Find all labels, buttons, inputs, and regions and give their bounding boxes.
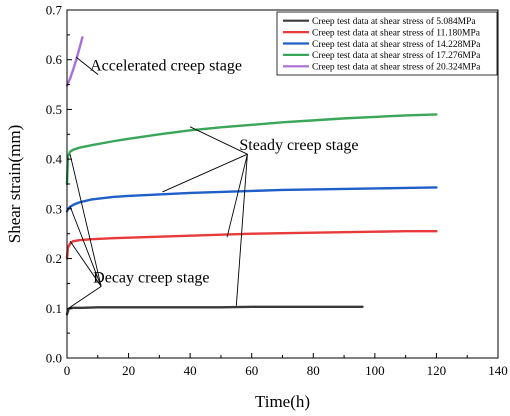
annotation-pointer-2 [189, 126, 248, 155]
legend-entry-4: Creep test data at shear stress of 17.27… [312, 50, 481, 61]
legend-entry-3: Creep test data at shear stress of 14.22… [312, 39, 481, 50]
annotation-1: Accelerated creep stage [90, 58, 242, 75]
x-tick-label: 40 [184, 363, 197, 378]
legend-box [276, 11, 498, 76]
axes-layer: 0 20 40 60 80 100 120 140 0.0 0.1 0.2 0.3 0.4 0.5 0.6 0… [46, 3, 508, 379]
x-tick-label: 0 [64, 363, 71, 378]
series-line-2 [65, 230, 438, 260]
annotation-pointer-3 [69, 240, 102, 287]
y-tick-label: 0.1 [46, 301, 62, 316]
annotation-pointer-3 [68, 286, 102, 309]
x-axis-label: Time(h) [255, 392, 310, 411]
y-tick-label: 0.4 [46, 152, 63, 167]
y-tick-label: 0.6 [46, 52, 63, 67]
y-tick-label: 0.7 [46, 3, 63, 18]
annotation-pointer-1 [75, 56, 99, 76]
series-line-4 [65, 113, 438, 186]
y-tick-label: 0.5 [46, 102, 62, 117]
x-tick-label: 120 [427, 363, 447, 378]
x-tick-label: 140 [488, 363, 508, 378]
series-line-3 [65, 186, 438, 213]
legend-entry-5: Creep test data at shear stress of 20.32… [312, 62, 481, 73]
annotation-pointer-3 [69, 206, 102, 287]
annotation-pointer-3 [69, 154, 102, 287]
annotation-pointer-2 [235, 154, 248, 306]
legend-entry-2: Creep test data at shear stress of 11.18… [312, 27, 481, 38]
annotation-3: Decay creep stage [93, 269, 209, 286]
y-tick-label: 0.2 [46, 251, 62, 266]
y-axis-label: Shear strain(mm) [5, 125, 24, 244]
x-tick-label: 100 [365, 363, 385, 378]
x-tick-label: 20 [122, 363, 135, 378]
y-tick-label: 0.3 [46, 201, 62, 216]
legend: Creep test data at shear stress of 5.084… [276, 11, 498, 76]
y-tick-label: 0.0 [46, 351, 62, 366]
annotation-layer: Accelerated creep stage Steady creep stag… [68, 56, 358, 309]
annotation-pointer-2 [226, 154, 248, 238]
legend-entry-1: Creep test data at shear stress of 5.084… [312, 16, 476, 27]
x-tick-label: 60 [245, 363, 258, 378]
x-tick-label: 80 [307, 363, 320, 378]
series-line-5 [65, 36, 84, 87]
annotation-pointer-2 [162, 153, 248, 193]
annotation-2: Steady creep stage [239, 137, 358, 154]
